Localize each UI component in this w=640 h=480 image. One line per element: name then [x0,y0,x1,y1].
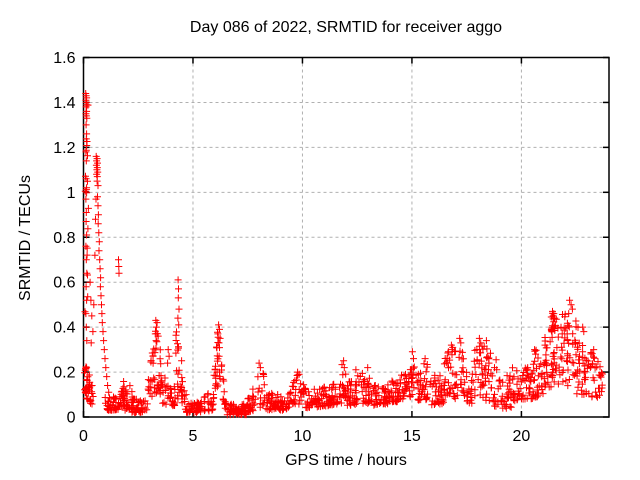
y-tick-label: 1.2 [53,140,75,157]
x-tick-label: 15 [403,428,421,445]
y-tick-label: 0.2 [53,365,75,382]
y-tick-label: 0 [67,410,76,427]
y-tick-label: 0.8 [53,230,75,247]
y-tick-label: 1.4 [53,95,75,112]
y-tick-label: 1.6 [53,50,75,67]
x-axis-label: GPS time / hours [285,452,407,469]
scatter-markers [81,90,606,419]
y-axis-label: SRMTID / TECUs [17,175,34,301]
y-tick-label: 1 [67,185,76,202]
x-tick-label: 20 [513,428,531,445]
x-tick-label: 0 [79,428,88,445]
x-tick-label: 10 [294,428,312,445]
x-tick-label: 5 [189,428,198,445]
chart-title: Day 086 of 2022, SRMTID for receiver agg… [189,19,503,36]
y-tick-label: 0.6 [53,275,75,292]
y-tick-label: 0.4 [53,320,75,337]
